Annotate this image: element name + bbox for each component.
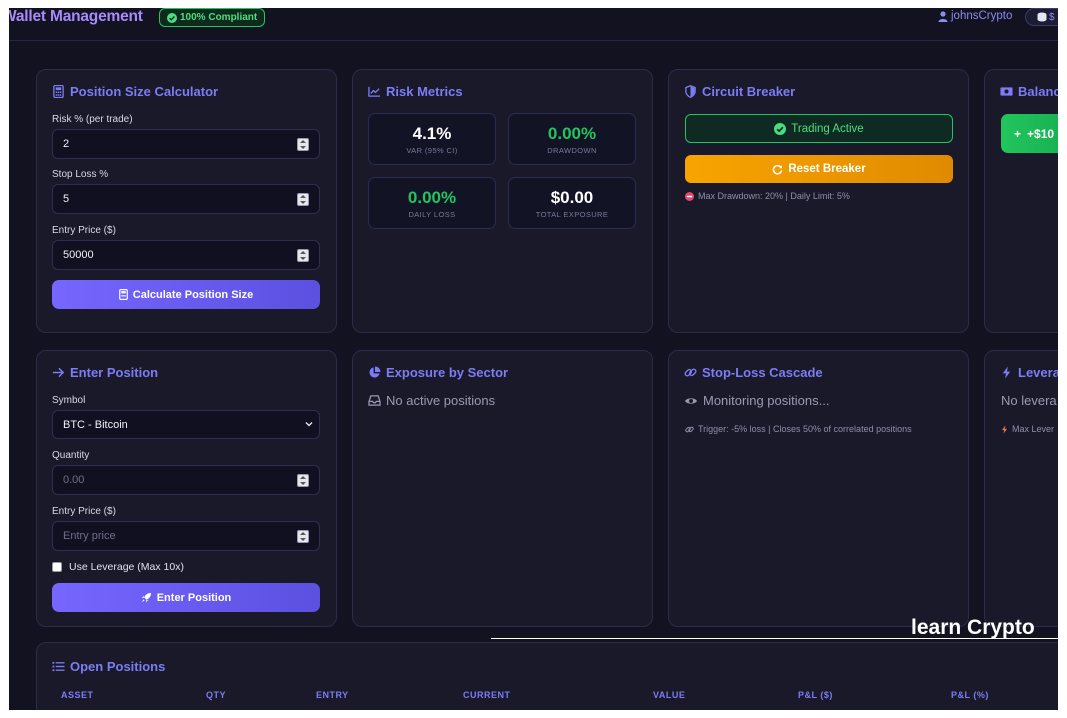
balance-card: Balanc + +$10: [984, 69, 1058, 333]
bolt-icon: [1001, 424, 1008, 434]
spinner-icon[interactable]: [297, 249, 309, 262]
open-positions-card: Open Positions ASSET QTY ENTRY CURRENT V…: [36, 642, 1058, 710]
bolt-icon: [1002, 366, 1011, 379]
var-metric: 4.1% VAR (95% CI): [368, 113, 496, 165]
link-icon: [684, 368, 697, 377]
quantity-input[interactable]: 0.00: [52, 465, 320, 495]
app-window: Wallet Management 100% Compliant johnsCr…: [9, 8, 1058, 710]
list-icon: [52, 661, 65, 672]
compliance-badge: 100% Compliant: [159, 8, 266, 27]
total-exposure-metric: $0.00 TOTAL EXPOSURE: [508, 177, 636, 229]
quantity-label: Quantity: [52, 450, 90, 461]
use-leverage-checkbox[interactable]: Use Leverage (Max 10x): [52, 561, 184, 573]
add-funds-button[interactable]: + +$10: [1001, 114, 1058, 153]
compliance-text: 100% Compliant: [180, 12, 258, 23]
card-title: Exposure by Sector: [368, 365, 508, 380]
reset-breaker-button[interactable]: Reset Breaker: [685, 155, 953, 183]
circuit-breaker-card: Circuit Breaker Trading Active Reset Bre…: [668, 69, 969, 333]
username: johnsCrypto: [951, 10, 1013, 22]
link-icon: [685, 426, 694, 432]
shield-icon: [685, 85, 696, 98]
money-bill-icon: [1000, 87, 1013, 96]
cascade-trigger-note: Trigger: -5% loss | Closes 50% of correl…: [685, 424, 912, 434]
monitoring-status: Monitoring positions...: [684, 393, 829, 408]
risk-label: Risk % (per trade): [52, 114, 133, 125]
chevron-down-icon: [305, 422, 313, 427]
calculator-icon: [118, 289, 128, 300]
column-header-pnl-usd[interactable]: P&L ($): [798, 690, 833, 700]
leverage-card: Levera No levera Max Lever: [984, 350, 1058, 627]
drawdown-metric: 0.00% DRAWDOWN: [508, 113, 636, 165]
breaker-limits: Max Drawdown: 20% | Daily Limit: 5%: [685, 191, 850, 201]
column-header-current[interactable]: CURRENT: [463, 690, 511, 700]
top-bar: Wallet Management 100% Compliant johnsCr…: [9, 8, 1058, 41]
enter-position-card: Enter Position Symbol BTC - Bitcoin Quan…: [36, 350, 337, 627]
spinner-icon[interactable]: [297, 474, 309, 487]
card-title: Position Size Calculator: [52, 84, 218, 99]
entry-price-input[interactable]: 50000: [52, 240, 320, 270]
trading-status-indicator: Trading Active: [685, 114, 953, 143]
eye-icon: [685, 397, 697, 404]
stop-loss-label: Stop Loss %: [52, 169, 109, 180]
spinner-icon[interactable]: [297, 138, 309, 151]
card-title: Risk Metrics: [368, 84, 463, 99]
entry-price-label: Entry Price ($): [52, 225, 116, 236]
checkbox-box[interactable]: [52, 562, 62, 572]
line-chart-icon: [368, 86, 381, 97]
page-title: Wallet Management: [9, 8, 143, 25]
refresh-icon: [773, 164, 783, 174]
rocket-icon: [141, 592, 151, 603]
check-circle-icon: [167, 12, 177, 23]
column-header-qty[interactable]: QTY: [206, 690, 227, 700]
column-header-pnl-pct[interactable]: P&L (%): [951, 690, 989, 700]
watermark-underline: [491, 638, 1058, 639]
symbol-select[interactable]: BTC - Bitcoin: [52, 410, 320, 439]
plus-icon: +: [1014, 126, 1022, 141]
exposure-by-sector-card: Exposure by Sector No active positions: [352, 350, 653, 627]
entry-price-label: Entry Price ($): [52, 506, 116, 517]
card-title: Stop-Loss Cascade: [684, 365, 823, 380]
card-title: Levera: [1000, 365, 1058, 380]
column-header-entry[interactable]: ENTRY: [316, 690, 349, 700]
inbox-icon: [368, 395, 381, 406]
column-header-asset[interactable]: ASSET: [61, 690, 94, 700]
coins-icon: [1037, 12, 1047, 22]
spinner-icon[interactable]: [297, 530, 309, 543]
risk-metrics-card: Risk Metrics 4.1% VAR (95% CI) 0.00% DRA…: [352, 69, 653, 333]
user-menu[interactable]: johnsCrypto: [938, 10, 1012, 22]
entry-price-input[interactable]: Entry price: [52, 521, 320, 551]
leverage-note: Max Lever: [1001, 424, 1054, 434]
balance-value: $: [1049, 11, 1055, 23]
calculator-icon: [53, 85, 64, 98]
calculate-position-button[interactable]: Calculate Position Size: [52, 280, 320, 309]
pie-chart-icon: [369, 366, 381, 378]
user-icon: [938, 10, 948, 22]
stop-loss-cascade-card: Stop-Loss Cascade Monitoring positions..…: [668, 350, 969, 627]
daily-loss-metric: 0.00% DAILY LOSS: [368, 177, 496, 229]
column-header-value[interactable]: VALUE: [653, 690, 686, 700]
arrow-right-icon: [52, 367, 65, 378]
position-size-calculator-card: Position Size Calculator Risk % (per tra…: [36, 69, 337, 333]
risk-input[interactable]: 2: [52, 129, 320, 159]
symbol-label: Symbol: [52, 395, 86, 406]
card-title: Circuit Breaker: [684, 84, 795, 99]
stop-icon: [685, 191, 694, 201]
leverage-empty-state: No levera: [1001, 393, 1057, 408]
stop-loss-input[interactable]: 5: [52, 184, 320, 214]
watermark-text: learn Crypto: [911, 616, 1035, 639]
enter-position-button[interactable]: Enter Position: [52, 583, 320, 612]
spinner-icon[interactable]: [297, 193, 309, 206]
card-title: Enter Position: [52, 365, 158, 380]
card-title: Balanc: [1000, 84, 1058, 99]
check-circle-icon: [774, 122, 787, 135]
balance-pill[interactable]: $: [1025, 8, 1058, 26]
card-title: Open Positions: [52, 659, 165, 674]
exposure-empty-state: No active positions: [368, 393, 495, 408]
